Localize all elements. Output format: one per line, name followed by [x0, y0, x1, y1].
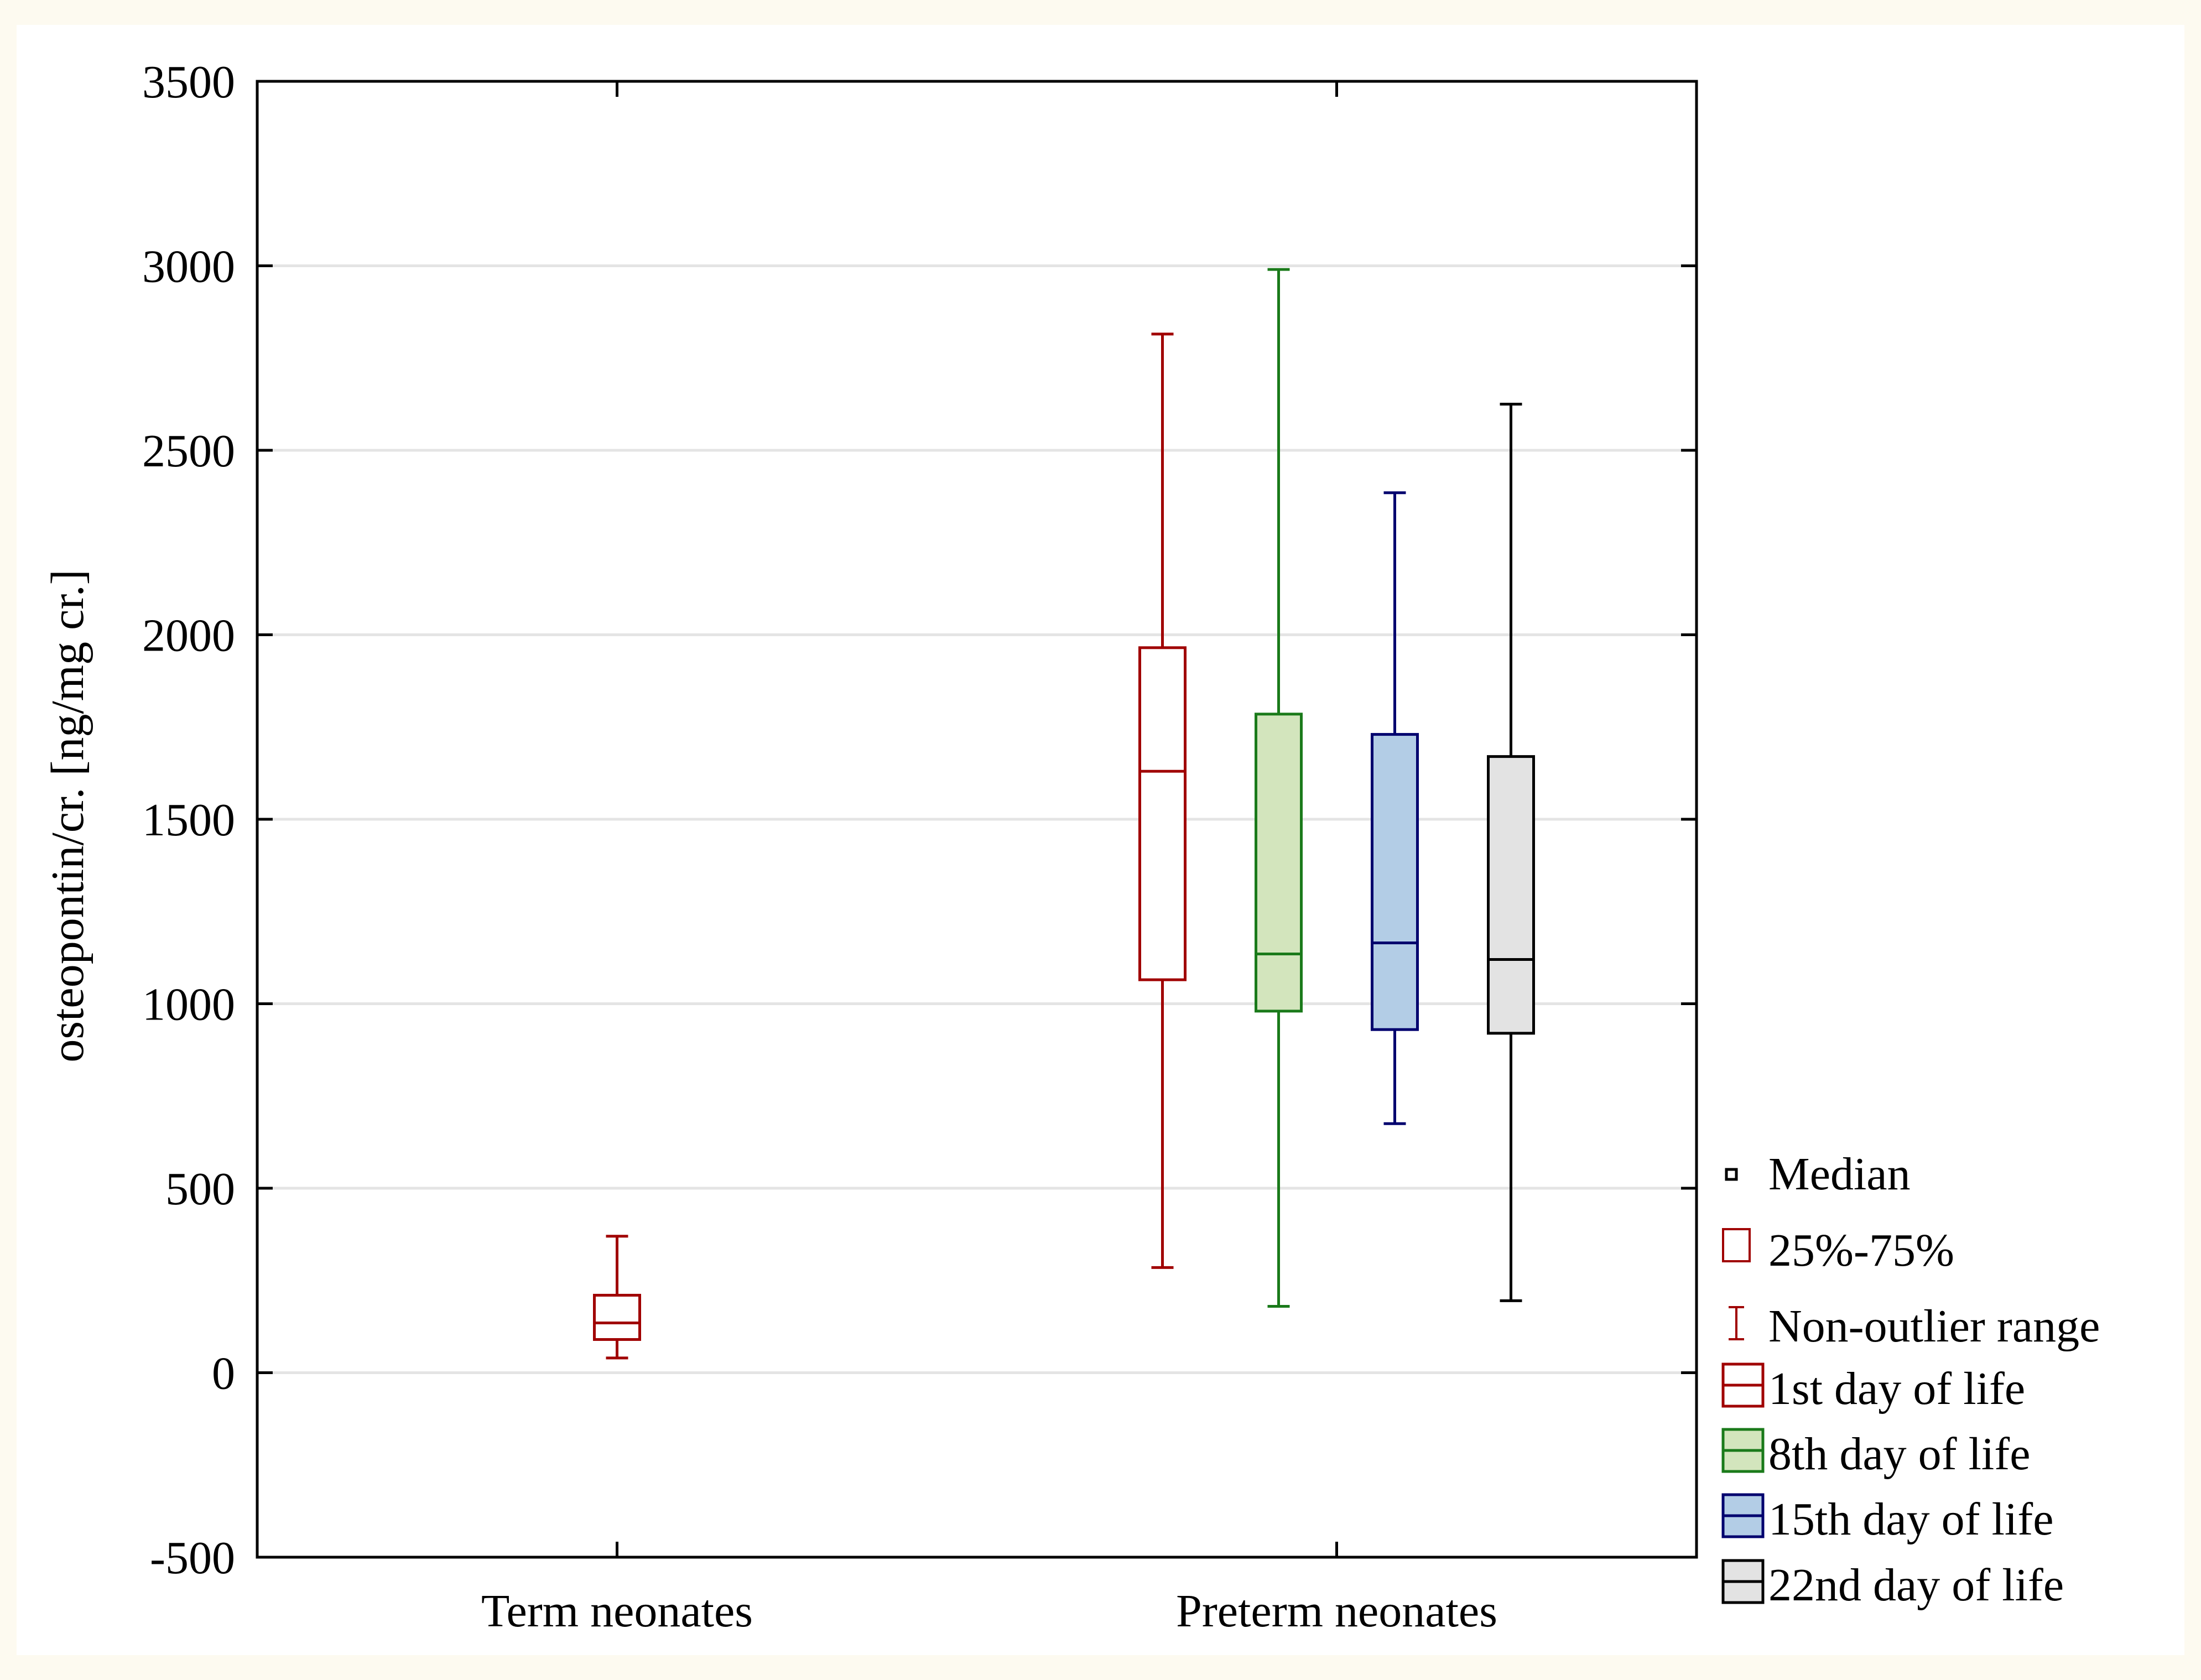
box-plot [1371, 491, 1419, 1125]
box-iqr [593, 1293, 641, 1341]
legend-label: 1st day of life [1768, 1363, 2025, 1414]
y-axis-label: osteopontin/cr. [ng/mg cr.] [42, 569, 93, 1062]
legend-label: 25%-75% [1768, 1225, 1954, 1276]
y-tick-label: 500 [165, 1163, 235, 1215]
legend-label: Non-outlier range [1768, 1301, 2100, 1352]
y-tick-label: 3000 [142, 241, 235, 293]
box-iqr [1138, 646, 1187, 981]
legend-label: 22nd day of life [1768, 1559, 2064, 1611]
box-iqr [1371, 733, 1419, 1031]
plot-frame [256, 80, 1698, 1559]
y-tick-label: 2000 [142, 610, 235, 662]
legend: Median 25%-75% Non-outlier range 1st day of… [1721, 1148, 2100, 1611]
y-axis-ticks: -500 0 500 1000 1500 2000 2500 3000 3500 [142, 56, 1697, 1584]
y-tick-label: -500 [150, 1532, 235, 1584]
box-plot [1255, 268, 1303, 1308]
legend-median-marker [1725, 1168, 1738, 1181]
y-tick-label: 1000 [142, 979, 235, 1031]
gridlines [257, 264, 1697, 1374]
x-tick-label: Term neonates [481, 1585, 753, 1637]
x-axis-ticks: Term neonates Preterm neonates [481, 81, 1497, 1637]
box-iqr [1255, 712, 1303, 1013]
y-tick-label: 0 [212, 1348, 235, 1400]
legend-label: 15th day of life [1768, 1494, 2054, 1545]
box-plot [593, 1235, 641, 1360]
box-plot [1138, 332, 1187, 1269]
chart-panel [17, 25, 2184, 1655]
box-plot [1487, 403, 1535, 1302]
y-tick-label: 3500 [142, 56, 235, 108]
box-plots [593, 268, 1535, 1360]
legend-label: 8th day of life [1768, 1428, 2031, 1480]
legend-box-marker [1722, 1228, 1751, 1262]
legend-label: Median [1768, 1148, 1911, 1200]
y-tick-label: 1500 [142, 794, 235, 846]
y-tick-label: 2500 [142, 425, 235, 477]
box-iqr [1487, 755, 1535, 1035]
x-tick-label: Preterm neonates [1176, 1585, 1497, 1637]
